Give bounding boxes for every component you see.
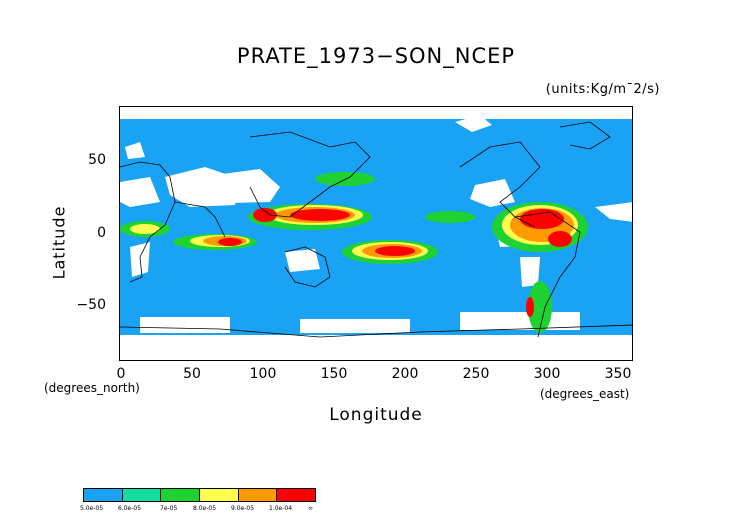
x-axis-units: (degrees_east) [540,387,630,401]
colorbar-segment [161,489,201,501]
colorbar-label: 5.0e-05 [80,505,104,512]
colorbar-label: ∞ [308,505,313,512]
colorbar [83,488,317,502]
coastlines [120,121,632,338]
y-axis-title: Latitude [49,205,69,280]
y-tick-label: −50 [76,297,106,313]
x-tick-label: 200 [391,366,419,382]
units-label: (units:Kg/m¯2/s) [545,82,660,97]
y-tick-label: 0 [97,225,106,241]
colorbar-label: 1.0e-04 [269,505,293,512]
colorbar-label: 8.0e-05 [193,505,217,512]
extreme-precip [218,208,572,317]
colorbar-segment [238,489,278,501]
colorbar-label: 9.0e-05 [231,505,255,512]
precipitation-map [120,107,632,360]
x-axis-title: Longitude [329,405,423,425]
x-tick-label: 350 [604,366,632,382]
x-tick-label: 150 [320,366,348,382]
page-title: PRATE_1973−SON_NCEP [236,44,516,68]
colorbar-segment [277,489,316,501]
colorbar-segment [84,489,123,501]
low-precip-regions [120,107,632,360]
x-tick-label: 100 [249,366,277,382]
x-tick-label: 0 [116,366,126,382]
y-tick-label: 50 [88,152,106,168]
map-plot [119,106,633,361]
x-tick-label: 300 [533,366,561,382]
y-axis-units: (degrees_north) [44,381,140,395]
x-tick-label: 50 [183,366,201,382]
x-tick-label: 250 [462,366,490,382]
colorbar-segment [200,489,239,501]
colorbar-segment [122,489,162,501]
colorbar-label: 7e-05 [160,505,178,512]
colorbar-label: 6.0e-05 [118,505,142,512]
